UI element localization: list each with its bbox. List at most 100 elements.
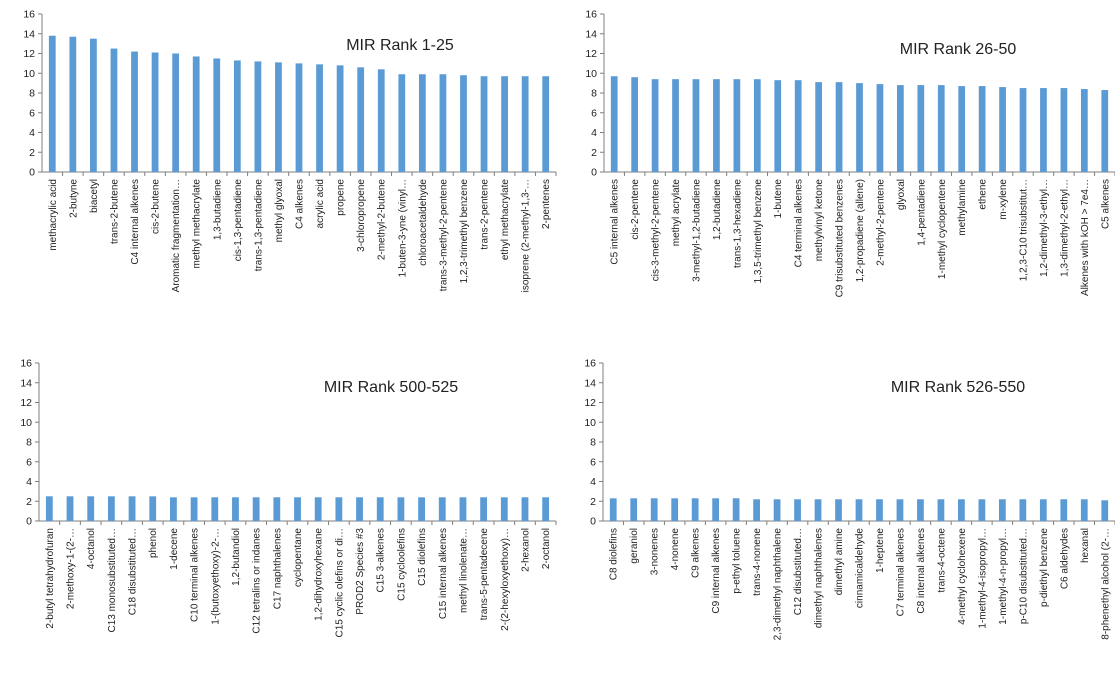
- bar: [521, 76, 529, 172]
- bar: [110, 48, 118, 172]
- x-tick-label: isoprene (2-methyl-1,3-…: [521, 179, 532, 292]
- y-tick-label: 14: [20, 377, 32, 389]
- bar: [1040, 88, 1047, 172]
- x-tick-label: 1,2-butadiene: [712, 179, 723, 241]
- x-tick-label: C12 tetralins or indanes: [252, 528, 263, 634]
- bar: [438, 497, 446, 521]
- x-tick-label: C4 alkenes: [295, 179, 306, 229]
- bar: [1039, 499, 1047, 521]
- bar: [398, 74, 406, 172]
- bar: [90, 38, 97, 172]
- bar: [418, 497, 425, 521]
- bar: [897, 85, 904, 172]
- bar: [753, 499, 760, 521]
- x-tick-label: 2-methyl-2-butene: [377, 179, 388, 261]
- bar: [459, 497, 467, 521]
- bar: [937, 499, 945, 521]
- x-tick-label: methyl linolenate…: [458, 528, 469, 613]
- x-tick-label: C5 internal alkenes: [610, 179, 621, 265]
- bar: [876, 84, 884, 172]
- bar: [357, 67, 365, 172]
- bar: [460, 75, 467, 172]
- bar: [876, 499, 883, 521]
- bar: [1101, 500, 1109, 521]
- bar: [397, 497, 405, 521]
- chart-panel-1: 0 2 4 6 8 10 12 14 16 methacrylic acid 2-butyne bia…: [23, 9, 557, 292]
- bar: [958, 499, 965, 521]
- x-tick-label: 1,3-butadiene: [212, 179, 223, 241]
- x-tick-label: 2-butyl tetrahydrofuran: [45, 528, 56, 629]
- chart-title: MIR Rank 500-525: [324, 379, 458, 396]
- x-tick-label: p-ethyl toluene: [732, 528, 743, 594]
- x-tick-label: methylamine: [957, 179, 968, 236]
- x-tick-label: C15 3-alkenes: [376, 528, 387, 592]
- y-tick-label: 0: [591, 167, 597, 179]
- chart-panel-2: 0 2 4 6 8 10 12 14 16 C5 internal alkenes cis-2-pe…: [585, 9, 1115, 297]
- bar: [211, 497, 219, 521]
- x-tick-label: cis-2-pentene: [630, 179, 641, 240]
- x-tick-label: C15 cycloolefins: [396, 528, 407, 601]
- x-tick-label: 2-hexanol: [520, 528, 531, 572]
- bar: [998, 499, 1006, 521]
- y-tick-label: 16: [20, 358, 32, 370]
- chart-title: MIR Rank 526-550: [891, 379, 1025, 396]
- bar: [295, 63, 303, 172]
- x-tick-label: trans-3-methyl-2-pentene: [438, 179, 449, 292]
- x-tick-label: C8 internal alkenes: [916, 528, 927, 614]
- x-tick-label: 1-decene: [169, 528, 180, 570]
- x-tick-label: C18 disubstituted…: [128, 528, 139, 615]
- x-tick-label: p-diethyl benzene: [1039, 528, 1050, 607]
- bar: [692, 79, 700, 172]
- x-tick-label: glyoxal: [896, 179, 907, 210]
- y-tick-label: 12: [20, 397, 32, 409]
- x-tick-label: 2-methyl-2-pentene: [875, 179, 886, 266]
- x-tick-label: 2-pentenes: [541, 179, 552, 229]
- bar: [316, 64, 323, 172]
- bar: [1080, 89, 1088, 172]
- y-tick-label: 0: [26, 516, 32, 528]
- x-tick-label: PROD2 Species #3: [355, 528, 366, 615]
- x-tick-label: C9 internal alkenes: [711, 528, 722, 614]
- x-tick-label: C9 alkenes: [691, 528, 702, 578]
- x-tick-label: 1-buten-3-yne (vinyl…: [397, 179, 408, 277]
- x-tick-label: trans-5-pentadecene: [479, 528, 490, 621]
- y-tick-label: 2: [591, 147, 597, 159]
- bar: [66, 496, 74, 521]
- y-tick-label: 16: [584, 358, 596, 370]
- bar: [814, 499, 822, 521]
- bar: [172, 53, 180, 172]
- x-tick-label: 1,2-butandiol: [231, 528, 242, 586]
- x-tick-label: 1-methyl-4-n-propyl…: [998, 528, 1009, 625]
- x-tick-label: dimethyl naphthalenes: [814, 528, 825, 628]
- x-tick-label: C6 aldehydes: [1059, 528, 1070, 589]
- chart-panel-3: 0 2 4 6 8 10 12 14 16 2-butyl tetrahydrofuran 2-me…: [20, 358, 557, 637]
- bar: [190, 497, 198, 521]
- x-tick-label: acrylic acid: [315, 179, 326, 228]
- y-tick-label: 16: [23, 9, 35, 21]
- x-tick-label: C4 internal alkenes: [130, 179, 141, 265]
- bar: [835, 499, 842, 521]
- x-tick-label: 4-nonene: [670, 528, 681, 571]
- x-tick-label: trans-1,3-pentadiene: [253, 179, 264, 272]
- x-tick-label: methyl glyoxal: [274, 179, 285, 242]
- bar: [691, 498, 699, 521]
- y-tick-label: 4: [591, 127, 597, 139]
- bar: [501, 76, 508, 172]
- bar: [45, 496, 53, 521]
- y-tick-label: 8: [590, 437, 596, 449]
- x-tick-label: C8 diolefins: [609, 528, 620, 580]
- bar: [773, 499, 781, 521]
- x-tick-label: 2,3-dimethyl naphthalene: [773, 528, 784, 641]
- x-tick-label: C15 internal alkenes: [438, 528, 449, 619]
- y-tick-label: 10: [23, 68, 35, 80]
- bar: [107, 496, 115, 521]
- x-tick-label: 3-methyl-1,2-butadiene: [691, 179, 702, 282]
- y-tick-label: 12: [23, 48, 35, 60]
- x-tick-label: 2-(2-hexyloxyethoxy)…: [500, 528, 511, 631]
- x-tick-label: 2-octanol: [541, 528, 552, 569]
- x-tick-label: 1,2-dimethyl-3-ethyl…: [1039, 179, 1050, 277]
- bar: [542, 76, 550, 172]
- x-tick-label: p-C10 disubstituted…: [1018, 528, 1029, 624]
- x-tick-label: C4 terminal alkenes: [794, 179, 805, 267]
- bar: [69, 36, 77, 173]
